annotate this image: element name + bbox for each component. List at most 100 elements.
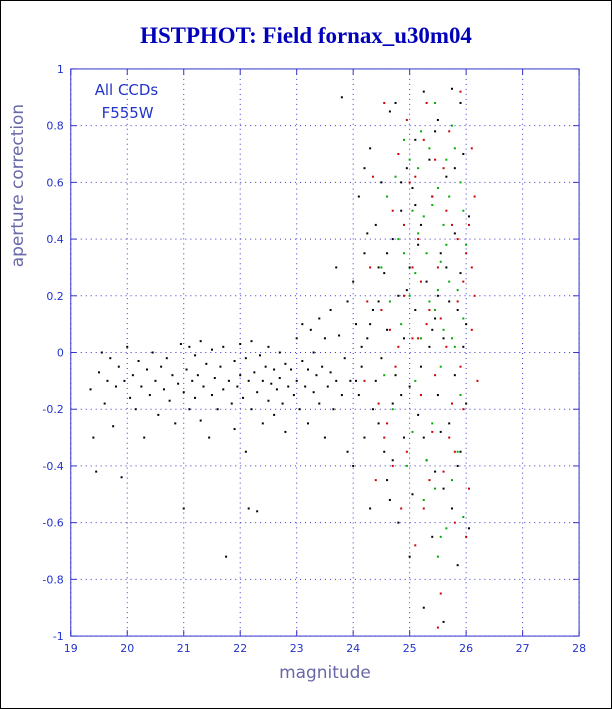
data-point <box>445 175 448 178</box>
data-point <box>397 153 400 156</box>
data-point <box>422 138 425 141</box>
data-point <box>445 209 448 212</box>
data-point <box>439 535 442 538</box>
data-point <box>408 181 411 184</box>
data-point <box>408 385 411 388</box>
data-point <box>417 167 420 170</box>
data-point <box>400 209 403 212</box>
data-point <box>442 470 445 473</box>
data-point <box>318 317 321 320</box>
data-point <box>400 323 403 326</box>
data-point <box>403 138 406 141</box>
data-point <box>369 147 372 150</box>
data-point <box>157 413 160 416</box>
data-point <box>383 101 386 104</box>
data-point <box>394 365 397 368</box>
data-point <box>428 308 431 311</box>
data-point <box>431 535 434 538</box>
data-point <box>267 345 270 348</box>
data-point <box>306 422 309 425</box>
y-tick-label: 1 <box>57 63 64 76</box>
data-point <box>194 396 197 399</box>
data-point <box>258 354 261 357</box>
data-point <box>439 365 442 368</box>
data-point <box>335 379 338 382</box>
series-all-ccds-black <box>89 87 470 623</box>
data-point <box>242 396 245 399</box>
data-point <box>134 408 137 411</box>
data-point <box>369 507 372 510</box>
data-point <box>434 470 437 473</box>
data-point <box>247 507 250 510</box>
data-point <box>369 323 372 326</box>
data-point <box>411 209 414 212</box>
data-point <box>377 266 380 269</box>
data-point <box>417 243 420 246</box>
data-point <box>103 402 106 405</box>
data-point <box>451 87 454 90</box>
x-tick-label: 26 <box>459 642 473 655</box>
data-point <box>414 544 417 547</box>
data-point <box>397 238 400 241</box>
data-point <box>459 394 462 397</box>
data-point <box>422 507 425 510</box>
data-point <box>109 357 112 360</box>
data-point <box>422 90 425 93</box>
y-tick-label: -0.6 <box>42 517 63 530</box>
data-point <box>394 175 397 178</box>
data-point <box>281 402 284 405</box>
data-point <box>400 507 403 510</box>
data-point <box>445 243 448 246</box>
data-point <box>456 308 459 311</box>
data-point <box>369 266 372 269</box>
data-point <box>179 343 182 345</box>
data-point <box>383 436 386 439</box>
data-point <box>465 402 468 405</box>
data-point <box>453 167 456 170</box>
data-point <box>123 379 126 382</box>
data-point <box>445 345 448 348</box>
data-point <box>425 101 428 104</box>
data-point <box>451 223 454 226</box>
data-point <box>434 101 437 104</box>
data-point <box>436 294 439 297</box>
data-point <box>114 385 117 388</box>
data-point <box>301 360 304 363</box>
x-tick-label: 20 <box>120 642 134 655</box>
data-point <box>436 118 439 121</box>
data-point <box>414 175 417 178</box>
data-point <box>312 391 315 394</box>
data-point <box>278 351 281 354</box>
data-point <box>202 385 205 388</box>
data-point <box>431 204 434 207</box>
data-point <box>405 450 408 453</box>
data-point <box>422 606 425 609</box>
data-point <box>318 402 321 405</box>
data-point <box>388 498 391 501</box>
data-point <box>357 394 360 397</box>
legend-line-all-ccds: All CCDs <box>95 81 159 99</box>
data-point <box>270 382 273 385</box>
x-tick-label: 19 <box>64 642 78 655</box>
data-point <box>442 328 445 331</box>
data-point <box>462 153 465 156</box>
data-point <box>120 476 123 479</box>
data-point <box>436 394 439 397</box>
data-point <box>431 430 434 433</box>
data-point <box>465 243 468 246</box>
data-point <box>445 266 448 269</box>
data-point <box>439 592 442 595</box>
data-point <box>436 266 439 269</box>
data-point <box>456 564 459 567</box>
data-point <box>165 357 168 360</box>
data-point <box>357 195 360 198</box>
data-point <box>465 252 468 255</box>
data-point <box>267 399 270 402</box>
data-point <box>371 408 374 411</box>
data-point <box>140 385 143 388</box>
grid <box>70 68 580 637</box>
data-point <box>436 555 439 558</box>
data-point <box>222 388 225 391</box>
data-point <box>329 371 332 374</box>
